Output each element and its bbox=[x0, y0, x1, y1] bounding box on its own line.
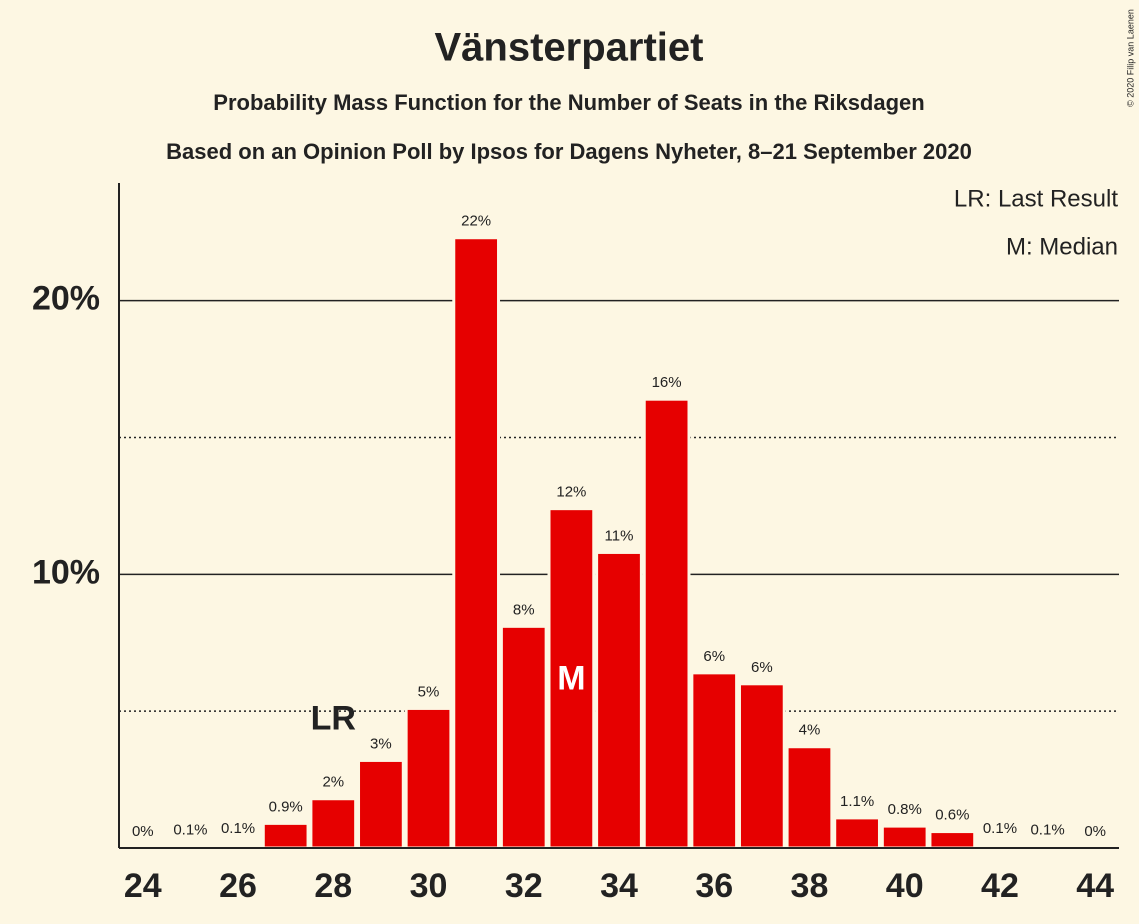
value-label: 0.1% bbox=[983, 820, 1017, 837]
value-label: 0.6% bbox=[935, 807, 969, 824]
bar bbox=[833, 816, 881, 850]
bar bbox=[404, 706, 453, 850]
bar bbox=[690, 671, 739, 850]
legend-entry: M: Median bbox=[1006, 233, 1118, 260]
value-label: 16% bbox=[652, 374, 682, 391]
value-label: 4% bbox=[799, 722, 821, 739]
x-tick-label: 26 bbox=[219, 867, 257, 905]
x-tick-label: 44 bbox=[1076, 867, 1114, 905]
value-label: 2% bbox=[322, 774, 344, 791]
x-tick-label: 40 bbox=[886, 867, 924, 905]
bar bbox=[261, 821, 310, 850]
value-label: 11% bbox=[605, 527, 634, 544]
annotation: LR bbox=[311, 700, 356, 738]
x-tick-label: 34 bbox=[600, 867, 638, 905]
value-label: 0.1% bbox=[221, 820, 255, 837]
value-label: 3% bbox=[370, 735, 392, 752]
value-label: 1.1% bbox=[840, 793, 874, 810]
x-tick-label: 32 bbox=[505, 867, 543, 905]
value-label: 6% bbox=[751, 659, 773, 676]
value-label: 22% bbox=[461, 213, 491, 230]
bar bbox=[595, 550, 643, 850]
x-tick-label: 42 bbox=[981, 867, 1019, 905]
value-label: 0.9% bbox=[269, 798, 303, 815]
annotation: M bbox=[557, 660, 585, 698]
x-tick-label: 38 bbox=[791, 867, 829, 905]
bar bbox=[737, 682, 786, 850]
bar bbox=[499, 624, 548, 850]
value-label: 6% bbox=[703, 648, 725, 665]
bar bbox=[785, 745, 834, 850]
bar bbox=[880, 824, 929, 850]
value-label: 8% bbox=[513, 601, 535, 618]
y-tick-label: 10% bbox=[32, 553, 100, 591]
x-tick-label: 24 bbox=[124, 867, 162, 905]
value-label: 0.1% bbox=[173, 821, 207, 838]
subtitle: Based on an Opinion Poll by Ipsos for Da… bbox=[166, 139, 972, 164]
y-tick-label: 20% bbox=[32, 280, 100, 318]
x-tick-label: 28 bbox=[314, 867, 352, 905]
x-tick-label: 30 bbox=[410, 867, 448, 905]
value-label: 0% bbox=[132, 823, 154, 840]
credit: © 2020 Filip van Laenen bbox=[1125, 9, 1135, 107]
value-label: 5% bbox=[418, 683, 440, 700]
chart-title: Vänsterpartiet bbox=[435, 26, 704, 70]
bar bbox=[357, 758, 405, 850]
bar bbox=[642, 397, 691, 850]
value-label: 12% bbox=[556, 484, 586, 501]
bar bbox=[309, 797, 358, 850]
subtitle: Probability Mass Function for the Number… bbox=[213, 90, 924, 115]
bar bbox=[452, 236, 501, 850]
x-tick-label: 36 bbox=[695, 867, 733, 905]
legend-entry: LR: Last Result bbox=[954, 185, 1118, 212]
bar bbox=[928, 830, 977, 850]
value-label: 0.8% bbox=[888, 801, 922, 818]
value-label: 0% bbox=[1084, 823, 1106, 840]
value-label: 0.1% bbox=[1030, 822, 1064, 839]
